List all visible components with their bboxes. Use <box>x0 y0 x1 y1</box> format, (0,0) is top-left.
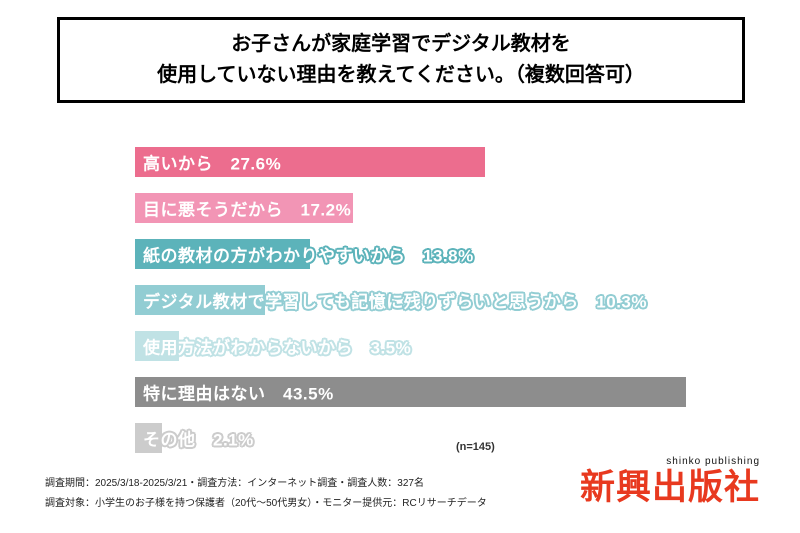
bar-label: その他 2.1% <box>143 430 254 450</box>
bar-label: デジタル教材で学習しても記憶に残りずらいと思うから 10.3% <box>143 292 648 312</box>
bar <box>135 331 180 361</box>
bar-label: 目に悪そうだから 17.2% <box>143 200 352 220</box>
bar-label: 使用方法がわからないから 3.5% <box>143 338 412 358</box>
bar-chart: 高いから 27.6% 目に悪そうだから 17.2% 紙の教材の方がわかりやすいから … <box>135 147 705 469</box>
bar <box>135 147 485 177</box>
bar-label: 紙の教材の方がわかりやすいから 13.8% <box>143 246 474 266</box>
bar-row: デジタル教材で学習しても記憶に残りずらいと思うから 10.3% <box>135 285 705 315</box>
bar-label: 高いから 27.6% <box>143 154 282 174</box>
bar <box>135 193 353 223</box>
page-title-line2: 使用していない理由を教えてください。（複数回答可） <box>157 64 645 86</box>
publisher-logo: shinko publishing 新興出版社 <box>553 456 760 508</box>
page-title-line1: お子さんが家庭学習でデジタル教材を <box>231 33 571 55</box>
sample-size-note: (n=145) <box>456 441 495 453</box>
bar <box>135 285 266 315</box>
bar-row: 使用方法がわからないから 3.5% <box>135 331 705 361</box>
title-box: お子さんが家庭学習でデジタル教材を 使用していない理由を教えてください。（複数回… <box>57 17 745 103</box>
bar <box>135 239 310 269</box>
footer-line1: 調査期間：2025/3/18-2025/3/21・調査方法：インターネット調査・… <box>45 478 424 489</box>
bar-row: 紙の教材の方がわかりやすいから 13.8% <box>135 239 705 269</box>
bar-row: その他 2.1% <box>135 423 705 453</box>
bar <box>135 377 686 407</box>
footer-line2: 調査対象：小学生のお子様を持つ保護者（20代～50代男女）・モニター提供元：RC… <box>45 498 487 509</box>
bar-label: 特に理由はない 43.5% <box>143 384 334 404</box>
bar-row: 特に理由はない 43.5% <box>135 377 705 407</box>
logo-text: 新興出版社 <box>579 468 760 507</box>
bar <box>135 423 162 453</box>
bar-row: 目に悪そうだから 17.2% <box>135 193 705 223</box>
bar-row: 高いから 27.6% <box>135 147 705 177</box>
logo-tagline: shinko publishing <box>666 456 760 467</box>
survey-methodology-footer: 調査期間：2025/3/18-2025/3/21・調査方法：インターネット調査・… <box>45 474 487 514</box>
